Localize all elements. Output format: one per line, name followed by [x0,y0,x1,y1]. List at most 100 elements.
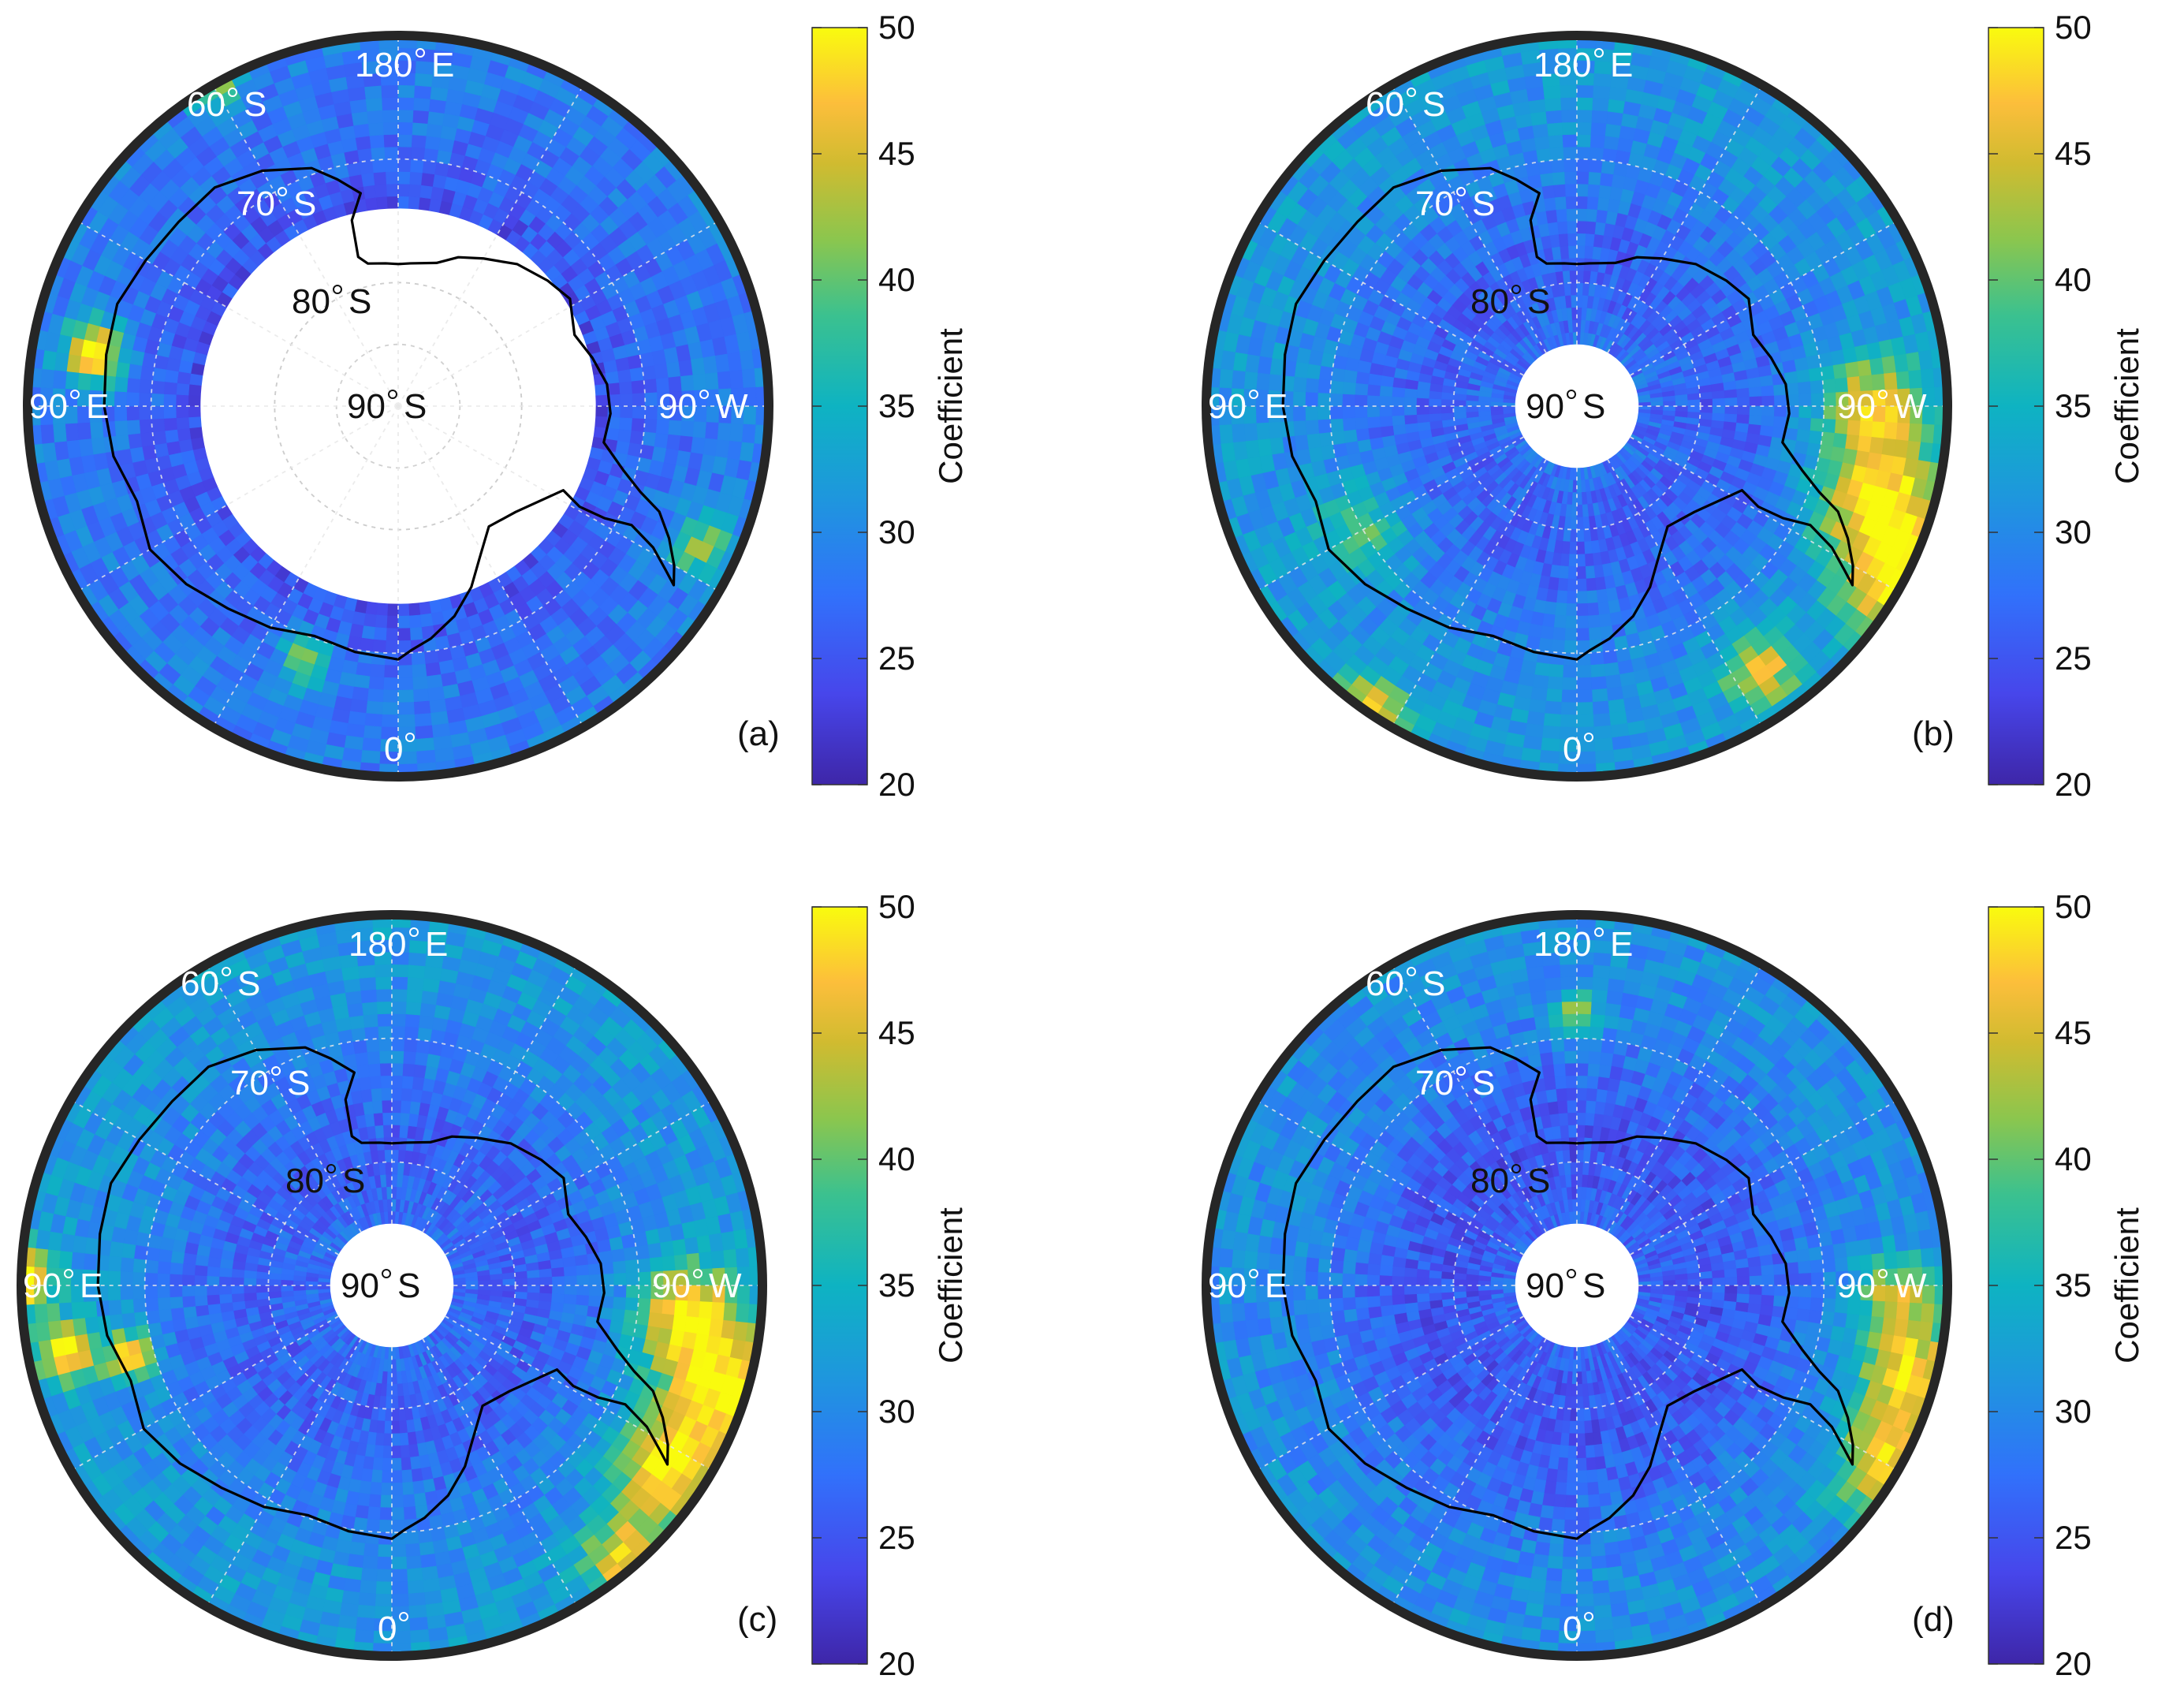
map-label: 60 [1366,85,1404,124]
panel-label-a: (a) [737,714,780,753]
map-panel-d: 180 E 0 90 E 90 W 60 S 70 S 80 S 90 S (d) [1202,910,1955,1661]
panel-label-d: (d) [1912,1600,1955,1639]
map-label-suffix: E [1265,387,1288,426]
colorbar-tick-label: 25 [2055,1519,2092,1556]
map-label: 80 [1470,1162,1509,1200]
map-label: 180 [1534,925,1591,964]
colorbar-tick-label: 45 [878,1014,915,1051]
colorbar-tick-label: 20 [878,1645,915,1682]
map-label-suffix: E [1610,925,1633,964]
colorbar-b: 20 25 30 35 40 45 50 Coefficient [1988,9,2145,803]
colorbar-c: 20 25 30 35 40 45 50 Coefficient [811,888,969,1682]
map-frame-a [23,31,773,782]
map-label: 80 [285,1162,324,1200]
colorbar-d: 20 25 30 35 40 45 50 Coefficient [1988,888,2145,1682]
map-label-suffix: E [1265,1267,1288,1305]
colorbar-tick-label: 30 [878,513,915,550]
map-panel-b: 180 E 0 90 E 90 W 60 S 70 S 80 S 90 S (b) [1202,31,1955,782]
map-label: 70 [1415,1064,1454,1102]
colorbar-tick-label: 20 [878,766,915,803]
map-label-suffix: S [1472,1064,1495,1102]
map-label-suffix: E [80,1267,102,1305]
map-label: 90 [1526,1267,1564,1305]
map-label-suffix: S [404,387,427,426]
map-label-suffix: S [244,85,266,124]
graticule-d [1206,915,1947,1656]
map-label-suffix: S [1527,1162,1550,1200]
map-labels-d: 180 E 0 90 E 90 W 60 S 70 S 80 S 90 S [1208,925,1927,1648]
map-label-suffix: S [1422,85,1445,124]
colorbar-tick-label: 35 [2055,1267,2092,1304]
map-label: 90 [1526,387,1564,426]
pole-no-data-c [330,1223,454,1348]
colorbar-tick-label: 45 [2055,135,2092,172]
antarctica-coastline-d [1281,1046,1854,1540]
map-label: 0 [1563,730,1582,769]
colorbar-tick-label: 40 [878,1140,915,1177]
map-label-suffix: E [1610,46,1633,84]
map-label: 60 [187,85,225,124]
map-label: 90 [341,1267,379,1305]
antarctica-coastline-b [1281,166,1854,661]
map-panel-c: 180 E 0 90 E 90 W 60 S 70 S 80 S 90 S (c) [17,910,777,1661]
map-label: 60 [1366,964,1404,1003]
panel-label-b: (b) [1912,714,1955,753]
colorbar-tick-label: 20 [2055,1645,2092,1682]
antarctica-coastline-c [96,1046,669,1540]
map-label: 90 [1837,1267,1876,1305]
map-label: 90 [1208,1267,1247,1305]
map-label-suffix: S [342,1162,365,1200]
colorbar-label: Coefficient [932,1207,969,1364]
map-label: 60 [181,964,219,1003]
map-label: 0 [378,1610,397,1648]
colorbar-tick-label: 50 [878,9,915,46]
colorbar-tick-label: 45 [2055,1014,2092,1051]
map-label-suffix: W [709,1267,742,1305]
map-labels-a: 180 E 0 90 E 90 W 60 S 70 S 80 S 90 S [29,46,748,769]
map-frame-c [17,910,767,1661]
colorbar-tick-label: 35 [878,387,915,424]
colorbar-tick-label: 30 [2055,513,2092,550]
colorbar-tick-label: 25 [878,1519,915,1556]
map-label-suffix: S [397,1267,420,1305]
map-label: 90 [23,1267,61,1305]
colorbar-tick-label: 50 [2055,888,2092,925]
colorbar-tick-label: 45 [878,135,915,172]
map-label-suffix: E [425,925,448,964]
map-label-suffix: S [237,964,260,1003]
antarctica-coastline-a [102,166,676,661]
map-label: 70 [237,185,275,223]
pole-no-data-d [1515,1223,1639,1348]
map-label-suffix: W [1894,387,1927,426]
colorbar-tick-label: 35 [878,1267,915,1304]
map-frame-d [1202,910,1952,1661]
map-label: 0 [1563,1610,1582,1648]
map-label: 180 [1534,46,1591,84]
map-label-suffix: S [348,282,371,321]
map-label: 90 [347,387,386,426]
colorbar-tick-label: 40 [2055,1140,2092,1177]
map-label-suffix: E [86,387,109,426]
colorbar-tick-label: 40 [878,261,915,298]
panel-label-c: (c) [737,1600,777,1639]
map-label-suffix: E [431,46,454,84]
colorbar-tick-label: 30 [878,1393,915,1430]
colorbar-tick-label: 50 [878,888,915,925]
colorbar-label: Coefficient [2108,1207,2145,1364]
map-labels-b: 180 E 0 90 E 90 W 60 S 70 S 80 S 90 S [1208,46,1927,769]
colorbar-tick-label: 50 [2055,9,2092,46]
colorbar-a: 20 25 30 35 40 45 50 Coefficient [811,9,969,803]
map-label: 90 [652,1267,691,1305]
map-label: 180 [355,46,412,84]
map-label: 90 [1837,387,1876,426]
map-label-suffix: S [1472,185,1495,223]
colorbar-label: Coefficient [2108,328,2145,484]
map-label: 70 [230,1064,269,1102]
map-label-suffix: S [287,1064,310,1102]
map-label-suffix: S [1582,387,1605,426]
colorbar-tick-label: 30 [2055,1393,2092,1430]
map-label-suffix: W [1894,1267,1927,1305]
map-label: 90 [1208,387,1247,426]
map-label-suffix: S [293,185,316,223]
